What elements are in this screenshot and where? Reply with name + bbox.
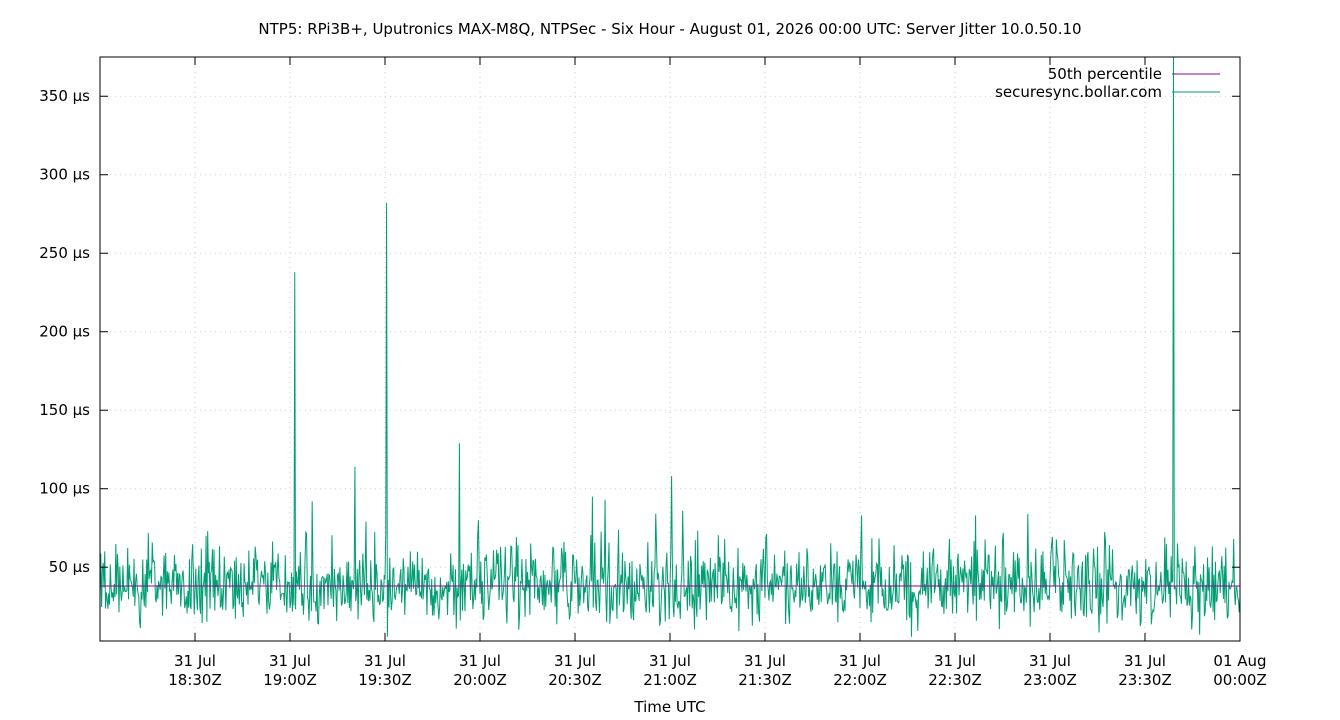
x-tick-label-time: 19:30Z xyxy=(358,671,412,689)
x-tick-label-time: 22:30Z xyxy=(928,671,982,689)
series-line-securesync xyxy=(99,56,1241,637)
x-tick-label-time: 18:30Z xyxy=(168,671,222,689)
y-tick-label: 200 µs xyxy=(39,323,90,341)
grid-lines xyxy=(100,57,1240,641)
x-tick-label-time: 21:00Z xyxy=(643,671,697,689)
y-tick-label: 300 µs xyxy=(39,166,90,184)
legend-label: securesync.bollar.com xyxy=(995,83,1162,101)
x-tick-label-time: 19:00Z xyxy=(263,671,317,689)
y-tick-label: 50 µs xyxy=(49,558,90,576)
x-tick-label-time: 20:00Z xyxy=(453,671,507,689)
x-tick-label-date: 31 Jul xyxy=(1124,652,1166,670)
x-tick-label-date: 31 Jul xyxy=(554,652,596,670)
x-tick-label-date: 31 Jul xyxy=(744,652,786,670)
x-tick-label-date: 01 Aug xyxy=(1213,652,1266,670)
y-tick-label: 100 µs xyxy=(39,480,90,498)
x-tick-label-time: 20:30Z xyxy=(548,671,602,689)
series-lines xyxy=(99,56,1241,637)
x-tick-label-date: 31 Jul xyxy=(174,652,216,670)
x-tick-label-time: 23:00Z xyxy=(1023,671,1077,689)
x-tick-label-date: 31 Jul xyxy=(649,652,691,670)
x-tick-label-date: 31 Jul xyxy=(1029,652,1071,670)
x-tick-label-date: 31 Jul xyxy=(839,652,881,670)
x-tick-label-date: 31 Jul xyxy=(269,652,311,670)
x-axis-label: Time UTC xyxy=(633,698,705,716)
legend-label: 50th percentile xyxy=(1048,65,1162,83)
x-tick-label-date: 31 Jul xyxy=(364,652,406,670)
chart-title: NTP5: RPi3B+, Uputronics MAX-M8Q, NTPSec… xyxy=(258,20,1081,38)
x-tick-label-time: 21:30Z xyxy=(738,671,792,689)
y-tick-label: 250 µs xyxy=(39,244,90,262)
x-tick-label-date: 31 Jul xyxy=(934,652,976,670)
plot-frame xyxy=(99,56,1241,642)
x-tick-label-date: 31 Jul xyxy=(459,652,501,670)
x-tick-label-time: 23:30Z xyxy=(1118,671,1172,689)
x-tick-label-time: 00:00Z xyxy=(1213,671,1267,689)
x-tick-label-time: 22:00Z xyxy=(833,671,887,689)
axis-ticks: 50 µs 100 µs 150 µs 200 µs 250 µs 300 µs 350 µ… xyxy=(39,57,1267,689)
y-tick-label: 350 µs xyxy=(39,87,90,105)
y-tick-label: 150 µs xyxy=(39,401,90,419)
